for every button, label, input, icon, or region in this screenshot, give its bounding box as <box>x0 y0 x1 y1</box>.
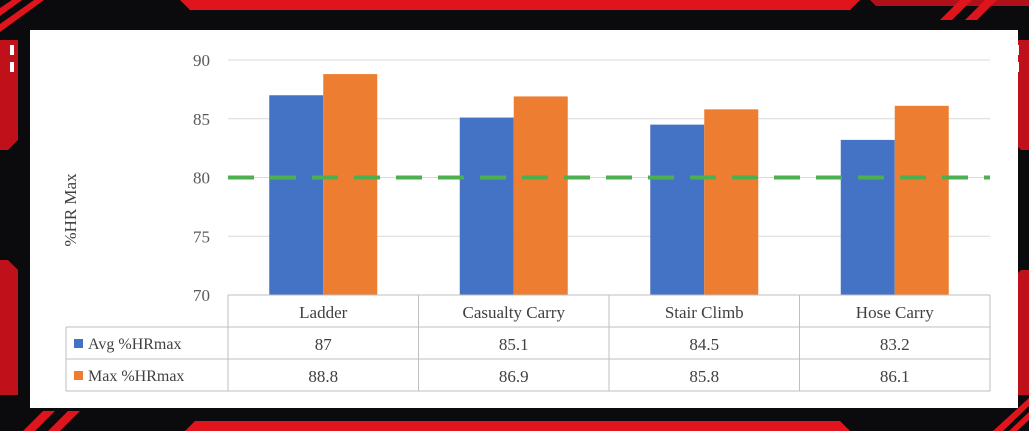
bar-avg <box>650 124 705 295</box>
table-cell-value: 88.8 <box>308 367 338 386</box>
table-cell-value: 85.1 <box>499 335 529 354</box>
legend-label: Avg %HRmax <box>88 336 181 353</box>
category-label: Casualty Carry <box>463 303 566 322</box>
table-cell-value: 85.8 <box>689 367 719 386</box>
bar-chart: %HR Max 70 75 80 85 90 Ladder Casualty Carry S… <box>61 51 991 392</box>
bar-avg <box>840 139 895 295</box>
y-tick-label: 85 <box>193 110 210 129</box>
table-cell-value: 87 <box>315 335 333 354</box>
legend-swatch <box>74 371 83 380</box>
y-tick-label: 80 <box>193 169 210 188</box>
bar-avg <box>459 117 514 295</box>
bar-max <box>704 109 759 295</box>
bar-max <box>513 96 568 295</box>
bar-avg <box>269 95 324 295</box>
legend-swatch <box>74 339 83 348</box>
y-axis-label: %HR Max <box>61 173 80 247</box>
bar-max <box>323 74 378 295</box>
table-cell-value: 86.1 <box>880 367 910 386</box>
table-cell-value: 86.9 <box>499 367 529 386</box>
legend-label: Max %HRmax <box>88 368 184 385</box>
bar-max <box>894 105 949 295</box>
y-tick-label: 75 <box>193 227 210 246</box>
table-cell-value: 83.2 <box>880 335 910 354</box>
table-cell-value: 84.5 <box>689 335 719 354</box>
category-label: Ladder <box>299 303 347 322</box>
category-label: Hose Carry <box>856 303 934 322</box>
y-tick-label: 70 <box>193 286 210 305</box>
y-tick-label: 90 <box>193 51 210 70</box>
category-label: Stair Climb <box>665 303 744 322</box>
